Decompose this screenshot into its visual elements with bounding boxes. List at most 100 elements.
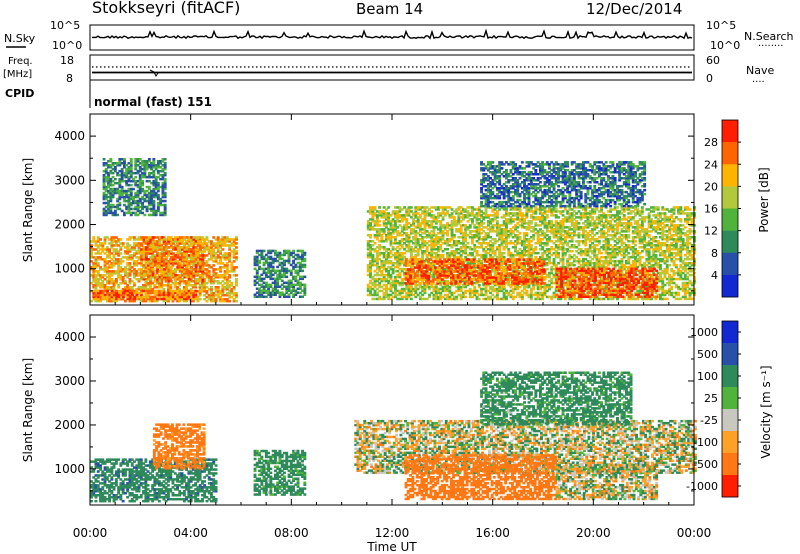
- echo-cell: [475, 251, 479, 255]
- echo-cell: [212, 248, 216, 251]
- echo-cell: [232, 286, 236, 289]
- echo-cell: [219, 290, 222, 293]
- echo-cell: [407, 291, 411, 295]
- echo-cell: [198, 280, 202, 283]
- echo-cell: [280, 267, 284, 271]
- echo-cell: [221, 262, 225, 265]
- echo-cell: [459, 228, 463, 231]
- echo-cell: [117, 293, 121, 297]
- echo-cell: [450, 224, 454, 227]
- echo-cell: [486, 222, 490, 225]
- echo-cell: [520, 283, 524, 287]
- echo-cell: [212, 297, 216, 301]
- echo-cell: [228, 274, 232, 277]
- echo-cell: [178, 299, 182, 303]
- echo-cell: [450, 232, 454, 235]
- echo-cell: [125, 169, 129, 173]
- echo-cell: [228, 248, 232, 251]
- echo-cell: [108, 299, 111, 303]
- echo-cell: [294, 279, 298, 283]
- echo-cell: [498, 236, 502, 239]
- echo-cell: [450, 230, 454, 233]
- nave-tick-bottom: 0: [706, 72, 713, 85]
- echo-cell: [147, 207, 151, 211]
- echo-cell: [387, 222, 391, 225]
- echo-cell: [164, 284, 168, 287]
- echo-cell: [225, 258, 229, 261]
- echo-cell: [104, 169, 108, 173]
- echo-cell: [298, 261, 302, 265]
- echo-cell: [486, 273, 490, 277]
- echo-cell: [167, 246, 171, 249]
- echo-cell: [525, 289, 529, 293]
- echo-cell: [228, 295, 232, 299]
- echo-cell: [118, 164, 122, 167]
- echo-cell: [437, 220, 440, 223]
- echo-cell: [398, 234, 402, 237]
- echo-cell: [523, 269, 526, 273]
- echo-cell: [216, 236, 220, 239]
- echo-cell: [477, 297, 481, 301]
- echo-cell: [480, 259, 483, 263]
- echo-cell: [176, 268, 180, 271]
- echo-cell: [185, 236, 189, 239]
- echo-cell: [196, 290, 200, 293]
- echo-cell: [529, 236, 533, 239]
- echo-cell: [489, 246, 492, 249]
- echo-cell: [221, 292, 225, 295]
- echo-cell: [450, 222, 454, 225]
- echo-cell: [378, 253, 382, 257]
- echo-cell: [104, 167, 108, 171]
- echo-cell: [516, 230, 520, 233]
- echo-cell: [258, 275, 261, 279]
- echo-cell: [455, 224, 459, 227]
- echo-cell: [190, 244, 194, 247]
- echo-cell: [434, 242, 438, 245]
- echo-cell: [96, 258, 100, 261]
- echo-cell: [398, 263, 402, 267]
- echo-cell: [516, 293, 520, 297]
- echo-cell: [110, 295, 114, 299]
- echo-cell: [163, 183, 167, 187]
- echo-cell: [425, 246, 429, 249]
- echo-cell: [267, 257, 271, 261]
- echo-cell: [103, 278, 107, 281]
- echo-cell: [147, 175, 151, 179]
- echo-cell: [452, 224, 456, 227]
- echo-cell: [119, 282, 123, 285]
- echo-cell: [471, 206, 474, 209]
- echo-cell: [473, 271, 477, 275]
- echo-cell: [103, 266, 107, 269]
- echo-cell: [90, 252, 93, 255]
- echo-cell: [212, 256, 216, 259]
- echo-cell: [278, 293, 282, 296]
- echo-cell: [432, 230, 436, 233]
- echo-cell: [371, 255, 375, 259]
- echo-cell: [489, 253, 492, 257]
- echo-cell: [147, 187, 151, 191]
- echo-cell: [187, 280, 191, 283]
- echo-cell: [509, 242, 513, 245]
- echo-cell: [128, 289, 132, 293]
- echo-cell: [405, 210, 409, 213]
- echo-cell: [387, 216, 391, 219]
- echo-cell: [173, 236, 177, 239]
- echo-cell: [394, 214, 397, 217]
- echo-cell: [303, 259, 307, 263]
- echo-cell: [129, 207, 133, 211]
- echo-cell: [225, 282, 229, 285]
- echo-cell: [107, 209, 110, 213]
- echo-cell: [134, 195, 138, 199]
- echo-cell: [405, 208, 409, 211]
- echo-cell: [421, 250, 425, 253]
- echo-cell: [156, 278, 160, 281]
- echo-cell: [119, 262, 123, 265]
- echo-cell: [258, 277, 261, 281]
- echo-cell: [371, 226, 375, 229]
- echo-cell: [421, 242, 425, 245]
- echo-cell: [511, 269, 515, 273]
- echo-cell: [287, 259, 291, 263]
- echo-cell: [498, 285, 502, 289]
- echo-cell: [443, 208, 447, 211]
